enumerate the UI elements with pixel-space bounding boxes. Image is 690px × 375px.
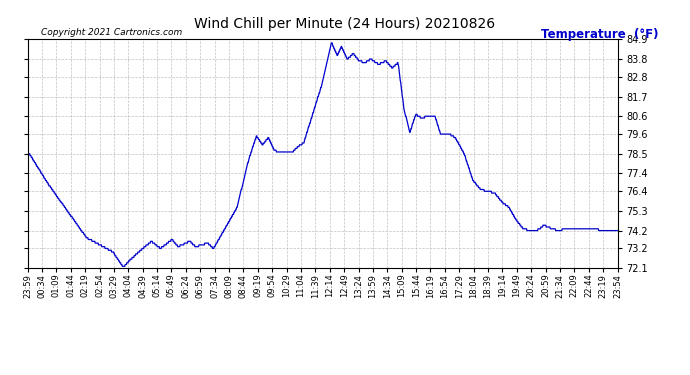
Text: Temperature  (°F): Temperature (°F) xyxy=(542,28,659,41)
Text: Copyright 2021 Cartronics.com: Copyright 2021 Cartronics.com xyxy=(41,28,183,37)
Text: Wind Chill per Minute (24 Hours) 20210826: Wind Chill per Minute (24 Hours) 2021082… xyxy=(195,17,495,31)
